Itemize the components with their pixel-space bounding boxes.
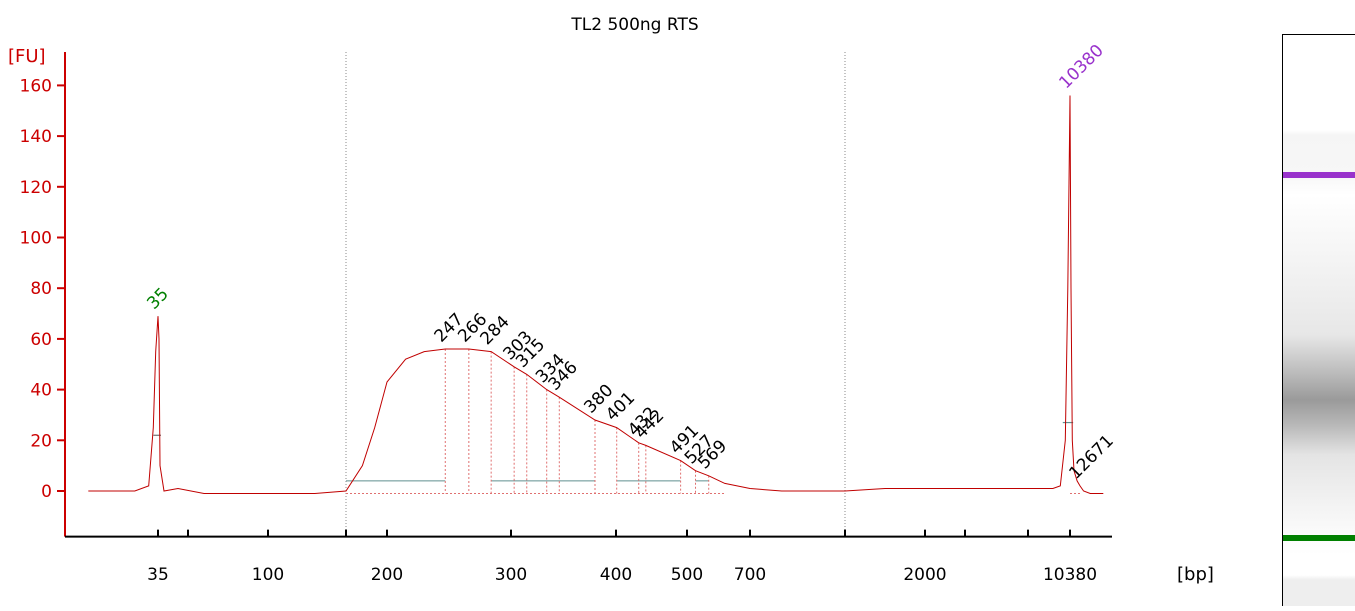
y-tick-label: 100 — [20, 229, 52, 249]
peak-drop-lines — [444, 349, 1082, 495]
chart-title: TL2 500ng RTS — [570, 15, 698, 35]
peak-label: 10380 — [1055, 41, 1107, 93]
region-lines — [345, 52, 846, 537]
baseline-segments — [153, 421, 1074, 495]
signal-trace — [88, 95, 1104, 494]
peak-labels: 3524726628430331533434638040143244249152… — [143, 41, 1117, 484]
y-tick-label: 120 — [20, 178, 52, 198]
x-tick-label: 500 — [671, 565, 703, 585]
x-tick-label: 100 — [252, 565, 284, 585]
gel-band-upper-marker — [1283, 172, 1355, 178]
x-tick-label: 35 — [147, 565, 169, 585]
x-tick-label: 700 — [734, 565, 766, 585]
y-tick-label: 140 — [20, 127, 52, 147]
y-tick-label: 40 — [30, 381, 52, 401]
x-tick-label: 300 — [495, 565, 527, 585]
gel-band-lower-marker — [1283, 535, 1355, 541]
x-tick-label: 2000 — [903, 565, 946, 585]
gel-lane — [1282, 34, 1355, 606]
x-tick-label: 200 — [371, 565, 403, 585]
x-tick-label: 10380 — [1043, 565, 1097, 585]
y-axis: 0 20 40 60 80 100 120 140 160 — [20, 52, 66, 537]
y-tick-label: 20 — [30, 431, 52, 451]
peak-label: 35 — [143, 284, 172, 313]
x-axis-label: [bp] — [1177, 564, 1214, 585]
y-tick-label: 60 — [30, 330, 52, 350]
x-axis: 35 100 200 300 400 500 700 2000 10380 — [65, 529, 1112, 585]
electropherogram-chart: TL2 500ng RTS [FU] [bp] 0 20 40 60 80 100 120 1… — [8, 15, 1214, 585]
y-tick-label: 0 — [41, 482, 52, 502]
y-tick-label: 80 — [30, 279, 52, 299]
x-tick-label: 400 — [600, 565, 632, 585]
y-axis-label: [FU] — [8, 46, 46, 67]
y-tick-label: 160 — [20, 76, 52, 96]
